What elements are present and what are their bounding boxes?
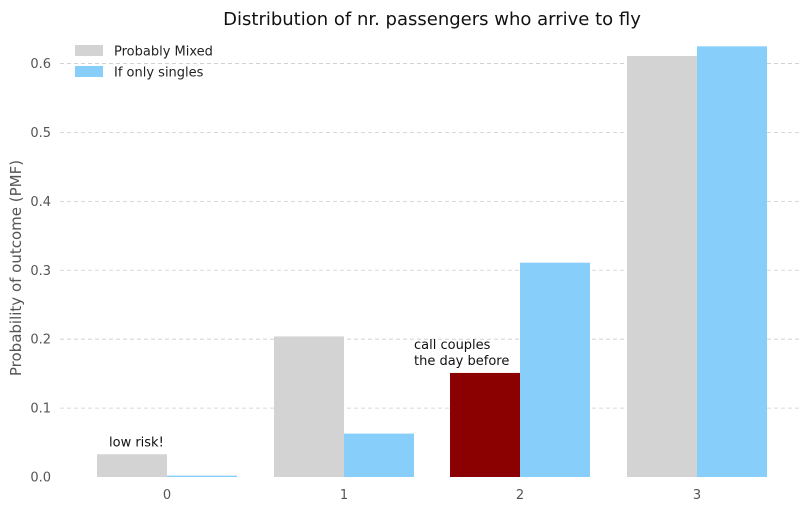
bar-probably-mixed-2 — [450, 372, 520, 477]
legend-swatch — [75, 45, 103, 56]
annotation-text: the day before — [414, 354, 509, 369]
bar-probably-mixed-0 — [97, 454, 167, 477]
y-tick-label: 0.5 — [30, 126, 51, 141]
bar-if-only-singles-3 — [697, 46, 767, 477]
legend-label: Probably Mixed — [114, 45, 213, 60]
legend-swatch — [75, 66, 103, 77]
bar-if-only-singles-2 — [520, 262, 590, 477]
annotation-text: low risk! — [109, 435, 164, 450]
y-tick-label: 0.6 — [30, 57, 51, 72]
x-tick-label: 0 — [163, 488, 171, 503]
legend: Probably Mixed If only singles — [75, 45, 213, 81]
x-tick-label: 3 — [693, 488, 701, 503]
y-tick-label: 0.2 — [30, 333, 51, 348]
annotation-text: call couples — [414, 338, 491, 353]
y-tick-label: 0.0 — [30, 471, 51, 486]
x-tick-label: 2 — [516, 488, 524, 503]
bar-if-only-singles-0 — [167, 475, 237, 477]
y-tick-label: 0.4 — [30, 195, 51, 210]
bar-probably-mixed-3 — [627, 55, 697, 477]
legend-label: If only singles — [114, 66, 204, 81]
bar-if-only-singles-1 — [344, 433, 414, 477]
y-axis-label: Probability of outcome (PMF) — [7, 160, 25, 376]
y-tick-label: 0.1 — [30, 402, 51, 417]
x-tick-labels: 0 1 2 3 — [163, 488, 701, 503]
chart-title: Distribution of nr. passengers who arriv… — [223, 9, 641, 30]
x-tick-label: 1 — [340, 488, 348, 503]
bar-probably-mixed-1 — [274, 336, 344, 477]
y-tick-labels: 0.0 0.1 0.2 0.3 0.4 0.5 0.6 — [30, 57, 51, 485]
y-tick-label: 0.3 — [30, 264, 51, 279]
bars — [97, 46, 767, 477]
